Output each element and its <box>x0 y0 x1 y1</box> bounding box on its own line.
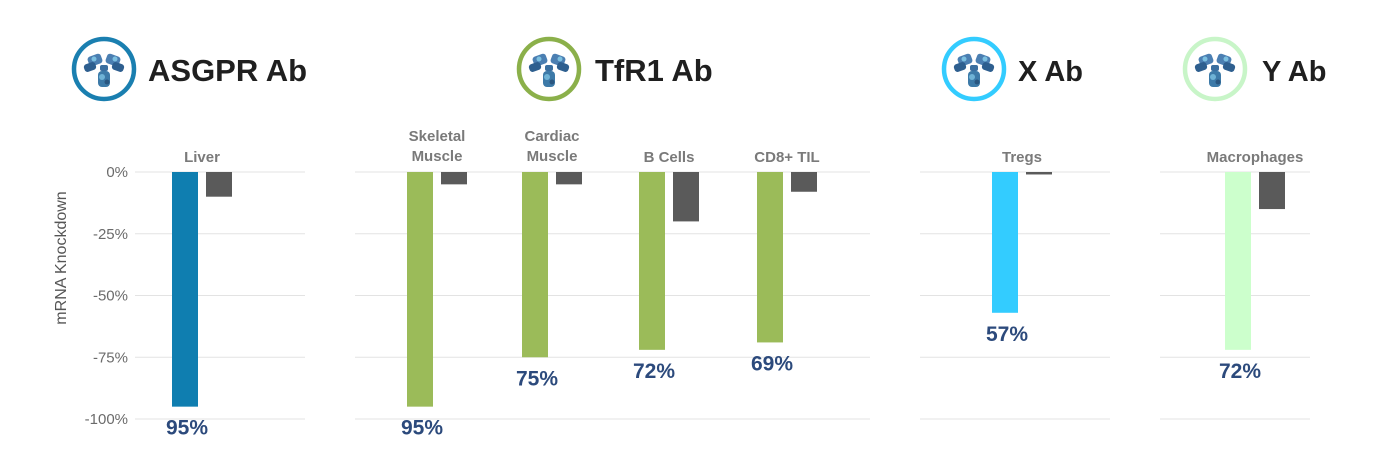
category-label: B Cells <box>644 149 695 166</box>
percent-label: 95% <box>166 417 208 440</box>
antibody-detail <box>536 56 542 62</box>
y-tick-label: -50% <box>93 288 128 305</box>
percent-label: 72% <box>1219 360 1261 383</box>
bars <box>172 172 1285 407</box>
bar-control <box>206 172 232 197</box>
antibody-detail <box>961 56 967 62</box>
category-label: Macrophages <box>1207 149 1304 166</box>
antibody-detail <box>1202 56 1208 62</box>
group-title: Y Ab <box>1262 56 1326 88</box>
antibody-detail <box>1223 56 1229 62</box>
antibody-detail <box>557 56 563 62</box>
antibody-detail <box>974 79 980 85</box>
category-label: Muscle <box>412 148 463 165</box>
antibody-icon <box>528 53 570 87</box>
percent-label: 75% <box>516 367 558 390</box>
group-title: X Ab <box>1018 56 1083 88</box>
antibody-icon <box>953 53 995 87</box>
bar-knockdown <box>639 172 665 350</box>
group-title: ASGPR Ab <box>148 53 307 88</box>
bar-knockdown <box>1225 172 1251 350</box>
antibody-arm-left-lower <box>1194 62 1208 72</box>
y-tick-label: 0% <box>106 164 128 181</box>
percent-label: 72% <box>633 360 675 383</box>
category-label: Muscle <box>527 148 578 165</box>
y-tick-label: -100% <box>85 411 128 428</box>
antibody-icon <box>83 53 125 87</box>
category-label: Skeletal <box>409 128 466 145</box>
bar-knockdown <box>522 172 548 358</box>
percent-label: 57% <box>986 323 1028 346</box>
antibody-detail <box>1210 74 1216 80</box>
grid-layer <box>135 171 1310 420</box>
antibody-arm-left-lower <box>528 62 542 72</box>
bar-control <box>556 172 582 185</box>
antibody-detail <box>544 74 550 80</box>
antibody-hinge <box>100 65 108 71</box>
antibody-detail <box>112 56 118 62</box>
group-headers: ASGPR Ab TfR1 Ab X Ab Y Ab <box>71 36 1326 102</box>
antibody-detail <box>982 56 988 62</box>
antibody-hinge <box>970 65 978 71</box>
antibody-detail <box>104 79 110 85</box>
bar-control <box>791 172 817 192</box>
bar-control <box>1259 172 1285 210</box>
bar-knockdown <box>172 172 198 407</box>
antibody-detail <box>99 74 105 80</box>
category-label: Cardiac <box>524 128 579 145</box>
antibody-detail <box>91 56 97 62</box>
antibody-detail <box>549 79 555 85</box>
bar-control <box>1026 172 1052 175</box>
category-label: Tregs <box>1002 149 1042 166</box>
antibody-icon <box>1194 53 1236 87</box>
group-title: TfR1 Ab <box>595 53 713 88</box>
y-axis-label: mRNA Knockdown <box>53 191 70 324</box>
antibody-arm-right-lower <box>981 62 995 72</box>
antibody-hinge <box>545 65 553 71</box>
bar-knockdown <box>407 172 433 407</box>
category-label: Liver <box>184 149 220 166</box>
antibody-arm-right-lower <box>556 62 570 72</box>
bar-knockdown <box>757 172 783 343</box>
labels: Liver 95% Skeletal Muscle 95% Cardiac Muscle 75… <box>166 128 1303 440</box>
antibody-detail <box>969 74 975 80</box>
antibody-detail <box>1215 79 1221 85</box>
bar-control <box>673 172 699 222</box>
bar-control <box>441 172 467 185</box>
bar-knockdown <box>992 172 1018 313</box>
antibody-hinge <box>1211 65 1219 71</box>
y-axis-ticks: 0% -25% -50% -75% -100% <box>85 164 128 428</box>
antibody-arm-left-lower <box>953 62 967 72</box>
y-tick-label: -25% <box>93 226 128 243</box>
antibody-arm-right-lower <box>111 62 125 72</box>
y-tick-label: -75% <box>93 349 128 366</box>
percent-label: 69% <box>751 352 793 375</box>
antibody-arm-right-lower <box>1222 62 1236 72</box>
category-label: CD8+ TIL <box>754 149 819 166</box>
antibody-arm-left-lower <box>83 62 97 72</box>
percent-label: 95% <box>401 417 443 440</box>
